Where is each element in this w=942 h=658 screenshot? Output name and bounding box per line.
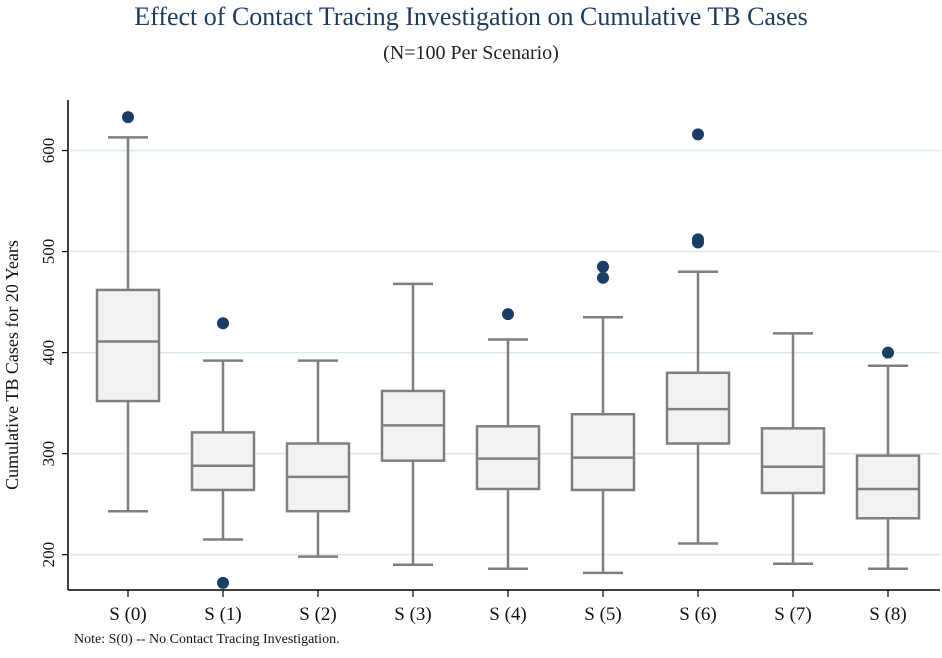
outlier-point <box>882 346 894 359</box>
x-tick-label: S (6) <box>679 604 716 625</box>
x-tick-label: S (4) <box>489 604 526 625</box>
y-tick-label: 500 <box>39 239 58 265</box>
y-tick-label: 600 <box>39 138 58 164</box>
outlier-point <box>597 271 609 284</box>
box-iqr <box>855 454 921 520</box>
y-tick-label: 300 <box>39 441 58 467</box>
x-tick-label: S (7) <box>774 604 811 625</box>
x-tick-label: S (8) <box>869 604 906 625</box>
x-tick-label: S (5) <box>584 604 621 625</box>
x-tick-label: S (1) <box>204 604 241 625</box>
x-tick-label: S (2) <box>299 604 336 625</box>
chart-note: Note: S(0) -- No Contact Tracing Investi… <box>74 632 340 647</box>
outlier-point <box>692 236 704 249</box>
box-iqr <box>95 288 161 403</box>
outlier-point <box>692 128 704 141</box>
outlier-point <box>217 317 229 330</box>
outlier-point <box>122 111 134 124</box>
box-iqr <box>190 431 256 492</box>
outlier-point <box>217 576 229 589</box>
x-tick-label: S (0) <box>109 604 146 625</box>
chart-title: Effect of Contact Tracing Investigation … <box>134 2 808 31</box>
box-iqr <box>570 412 636 492</box>
y-tick-label: 400 <box>39 340 58 366</box>
outlier-point <box>502 308 514 321</box>
y-tick-label: 200 <box>39 542 58 568</box>
chart-subtitle: (N=100 Per Scenario) <box>383 42 559 64</box>
box-iqr <box>760 427 826 495</box>
outlier-point <box>597 260 609 273</box>
y-axis-title: Cumulative TB Cases for 20 Years <box>2 240 22 490</box>
x-tick-label: S (3) <box>394 604 431 625</box>
